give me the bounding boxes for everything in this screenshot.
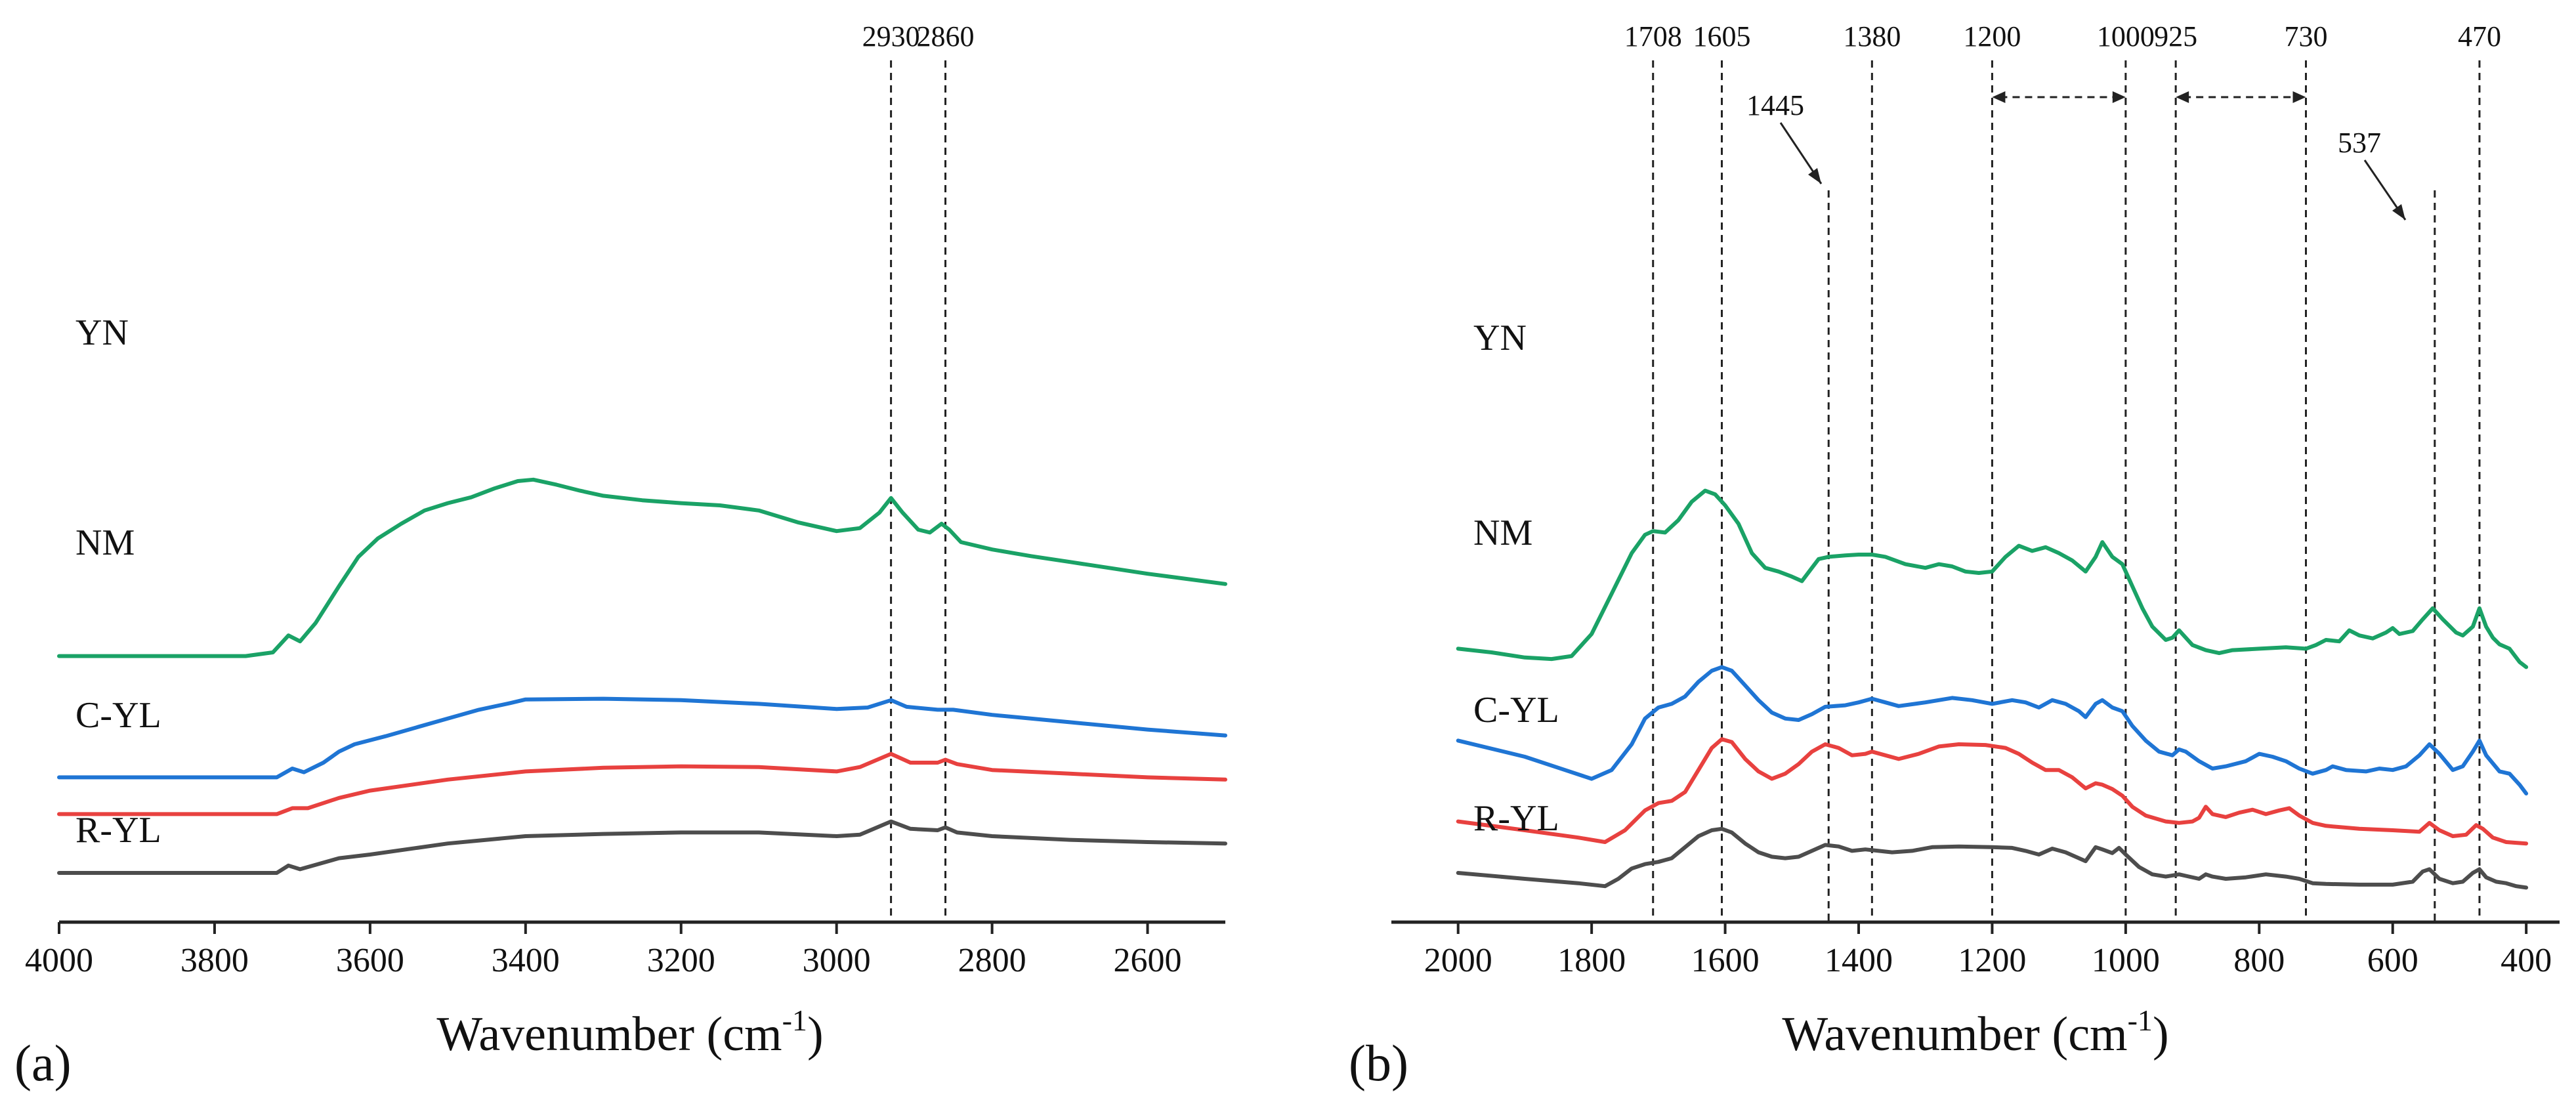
peak-label: 1708	[1624, 20, 1682, 53]
x-tick-label: 2000	[1424, 942, 1492, 979]
panel-a-x-axis-title: Wavenumber (cm-1)	[436, 1004, 823, 1061]
series-line-yn	[57, 477, 1227, 658]
peak-arrow-head	[1808, 168, 1821, 184]
x-tick-label: 3200	[647, 942, 715, 979]
series-label-r-yl: R-YL	[1473, 798, 1559, 839]
series-label-yn: YN	[75, 312, 129, 353]
panel-a-series: YN NM C-YL R-YL	[57, 312, 1227, 875]
series-label-r-yl: R-YL	[75, 810, 161, 851]
panel-b-x-axis-title: Wavenumber (cm-1)	[1782, 1004, 2168, 1061]
x-tick-label: 400	[2501, 942, 2552, 979]
peak-label: 1200	[1963, 20, 2021, 53]
x-tick-label: 4000	[25, 942, 93, 979]
panel-a-ticks: 4000 3800 3600 3400 3200 3000 2800 2600	[25, 922, 1182, 979]
series-line-c-yl	[57, 751, 1227, 816]
range-arrow-head	[2292, 91, 2306, 103]
x-tick-label: 600	[2367, 942, 2418, 979]
series-line-nm	[57, 696, 1227, 780]
panel-a: 4000 3800 3600 3400 3200 3000 2800 2600 2930286…	[14, 20, 1227, 1091]
peak-label: 925	[2154, 20, 2197, 53]
range-arrow-head	[1992, 91, 2006, 103]
peak-arrow-head	[2392, 204, 2405, 220]
series-line-c-yl	[1456, 737, 2529, 846]
series-label-nm: NM	[1473, 513, 1532, 553]
series-line-r-yl	[57, 819, 1227, 875]
x-tick-label: 1000	[2092, 942, 2160, 979]
peak-label: 1380	[1843, 20, 1901, 53]
panel-b-ticks: 2000 1800 1600 1400 1200 1000 800 600 400	[1424, 922, 2552, 979]
panel-a-label: (a)	[14, 1034, 72, 1091]
panel-b-series: YN NM C-YL R-YL	[1456, 318, 2529, 890]
x-tick-label: 1400	[1825, 942, 1893, 979]
x-tick-label: 2600	[1114, 942, 1182, 979]
series-label-nm: NM	[75, 522, 135, 563]
panel-b-guides: 1708 1605 1445 1380 1200 1000 925 730 537 470	[1624, 20, 2501, 922]
x-tick-label: 3400	[492, 942, 560, 979]
peak-label: 2930	[862, 20, 920, 53]
x-tick-label: 1800	[1557, 942, 1626, 979]
x-tick-label: 3000	[803, 942, 871, 979]
series-line-r-yl	[1456, 826, 2529, 890]
series-label-yn: YN	[1473, 318, 1527, 358]
x-tick-label: 2800	[958, 942, 1026, 979]
peak-label: 730	[2284, 20, 2327, 53]
panel-b: 2000 1800 1600 1400 1200 1000 800 600 400 1708 16…	[1349, 20, 2560, 1091]
panel-b-label: (b)	[1349, 1034, 1408, 1091]
x-tick-label: 3800	[180, 942, 249, 979]
series-label-c-yl: C-YL	[1473, 690, 1559, 730]
peak-label: 470	[2458, 20, 2501, 53]
peak-label: 1445	[1746, 89, 1804, 121]
peak-label: 537	[2338, 127, 2381, 159]
series-line-nm	[1456, 665, 2529, 795]
x-tick-label: 800	[2233, 942, 2285, 979]
range-arrow-head	[2176, 91, 2189, 103]
peak-label: 1605	[1693, 20, 1750, 53]
x-tick-label: 1200	[1958, 942, 2026, 979]
series-line-yn	[1456, 488, 2529, 669]
x-tick-label: 3600	[336, 942, 404, 979]
peak-label: 1000	[2097, 20, 2155, 53]
x-tick-label: 1600	[1691, 942, 1760, 979]
series-label-c-yl: C-YL	[75, 695, 161, 736]
peak-label: 2860	[917, 20, 975, 53]
range-arrow-head	[2112, 91, 2126, 103]
